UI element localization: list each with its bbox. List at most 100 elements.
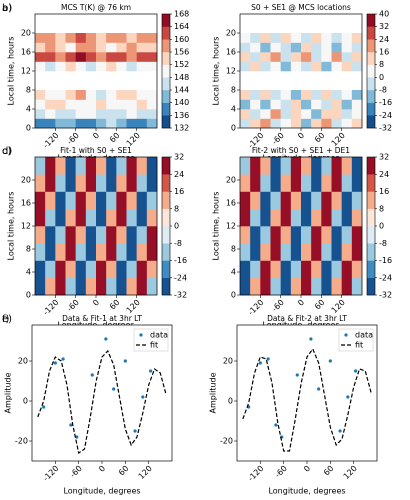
heat-cell (351, 99, 363, 110)
x-tick-label: 120 (125, 298, 142, 315)
heat-cell (290, 260, 302, 279)
heat-cell (301, 226, 312, 244)
heat-cell (270, 208, 281, 227)
heat-cell (45, 33, 56, 43)
heat-cell (341, 174, 353, 192)
heat-cell (331, 277, 342, 296)
heat-cell (75, 99, 87, 110)
heat-cell (290, 52, 302, 62)
heat-cell (280, 52, 292, 62)
panel-label: a) (2, 3, 12, 14)
heat-cell (146, 174, 158, 192)
colorbar-band (367, 64, 375, 78)
x-tick-label: -120 (41, 464, 60, 483)
heat-cell (126, 260, 137, 279)
heat-cell (290, 226, 302, 244)
heat-cell (260, 226, 271, 244)
heat-cell (55, 33, 66, 43)
heat-cell (290, 42, 302, 53)
colorbar-band (367, 52, 375, 65)
heat-cell (85, 118, 97, 129)
heat-cell (106, 33, 117, 43)
heat-cell (136, 157, 148, 175)
heat-cell (321, 109, 332, 119)
heat-cell (351, 226, 363, 244)
heat-cell (55, 226, 66, 244)
heat-cell (250, 277, 261, 296)
x-tick-label: -120 (41, 131, 60, 150)
heat-cell (116, 61, 127, 72)
heat-cell (96, 226, 107, 244)
heat-cell (311, 208, 322, 227)
y-tick-label: 20 (18, 357, 28, 366)
heat-cell (96, 157, 107, 175)
colorbar-band (162, 226, 170, 244)
heat-cell (260, 42, 271, 53)
heat-cell (321, 277, 332, 296)
heat-cell (280, 109, 292, 119)
y-axis-label: Local time, hours (7, 192, 16, 261)
data-point (133, 429, 137, 433)
y-tick-label: 0 (231, 124, 236, 133)
colorbar-tick-label: 148 (174, 73, 189, 82)
heat-cell (311, 174, 322, 192)
heat-cell (351, 277, 363, 296)
x-tick-label: -120 (41, 298, 60, 317)
heat-cell (75, 52, 87, 62)
colorbar-tick-label: 168 (174, 10, 189, 19)
heat-cell (85, 90, 97, 100)
heat-cell (65, 157, 76, 175)
heat-cell (331, 33, 342, 43)
heat-cell (55, 243, 66, 261)
heat-cell (136, 208, 148, 227)
heat-cell (280, 157, 292, 175)
colorbar-tick-label: 132 (174, 124, 189, 133)
data-point (53, 361, 57, 365)
colorbar-tick-label: -16 (174, 256, 187, 265)
heat-cell (270, 61, 281, 72)
heat-cell (116, 52, 127, 62)
heat-cell (351, 118, 363, 129)
heat-cell (75, 157, 87, 175)
heat-cell (65, 191, 76, 210)
heat-cell (75, 109, 87, 119)
heat-cell (290, 109, 302, 119)
heat-cell (146, 61, 158, 72)
heat-cell (240, 118, 251, 129)
y-tick-label: 4 (231, 105, 236, 114)
heat-cell (85, 174, 97, 192)
heat-cell (341, 109, 353, 119)
heat-cell (106, 174, 117, 192)
heat-cell (55, 174, 66, 192)
x-tick-label: 0 (296, 298, 306, 308)
heat-cell (341, 226, 353, 244)
heat-cell (301, 61, 312, 72)
colorbar-tick-label: 0 (379, 73, 384, 82)
y-tick-label: 0 (228, 397, 233, 406)
colorbar-band (367, 90, 375, 103)
colorbar-band (162, 90, 170, 103)
data-point (317, 387, 321, 391)
heat-cell (240, 90, 251, 100)
heat-cell (260, 109, 271, 119)
colorbar-tick-label: -8 (379, 86, 387, 95)
heat-cell (45, 99, 56, 110)
panel-label: b) (2, 3, 12, 14)
colorbar-tick-label: -32 (379, 291, 392, 300)
heat-cell (126, 243, 137, 261)
heat-cell (331, 208, 342, 227)
heat-cell (96, 208, 107, 227)
heat-cell (126, 226, 137, 244)
heat-cell (331, 174, 342, 192)
x-tick-label: 60 (313, 298, 327, 312)
y-tick-label: 20 (226, 29, 236, 38)
heat-cell (270, 118, 281, 129)
heat-cell (290, 99, 302, 110)
data-point (266, 357, 270, 361)
panel-label: f) (2, 314, 10, 325)
heat-cell (321, 191, 332, 210)
heat-cell (35, 226, 46, 244)
heat-cell (311, 157, 322, 175)
heat-cell (106, 260, 117, 279)
data-point (338, 429, 342, 433)
